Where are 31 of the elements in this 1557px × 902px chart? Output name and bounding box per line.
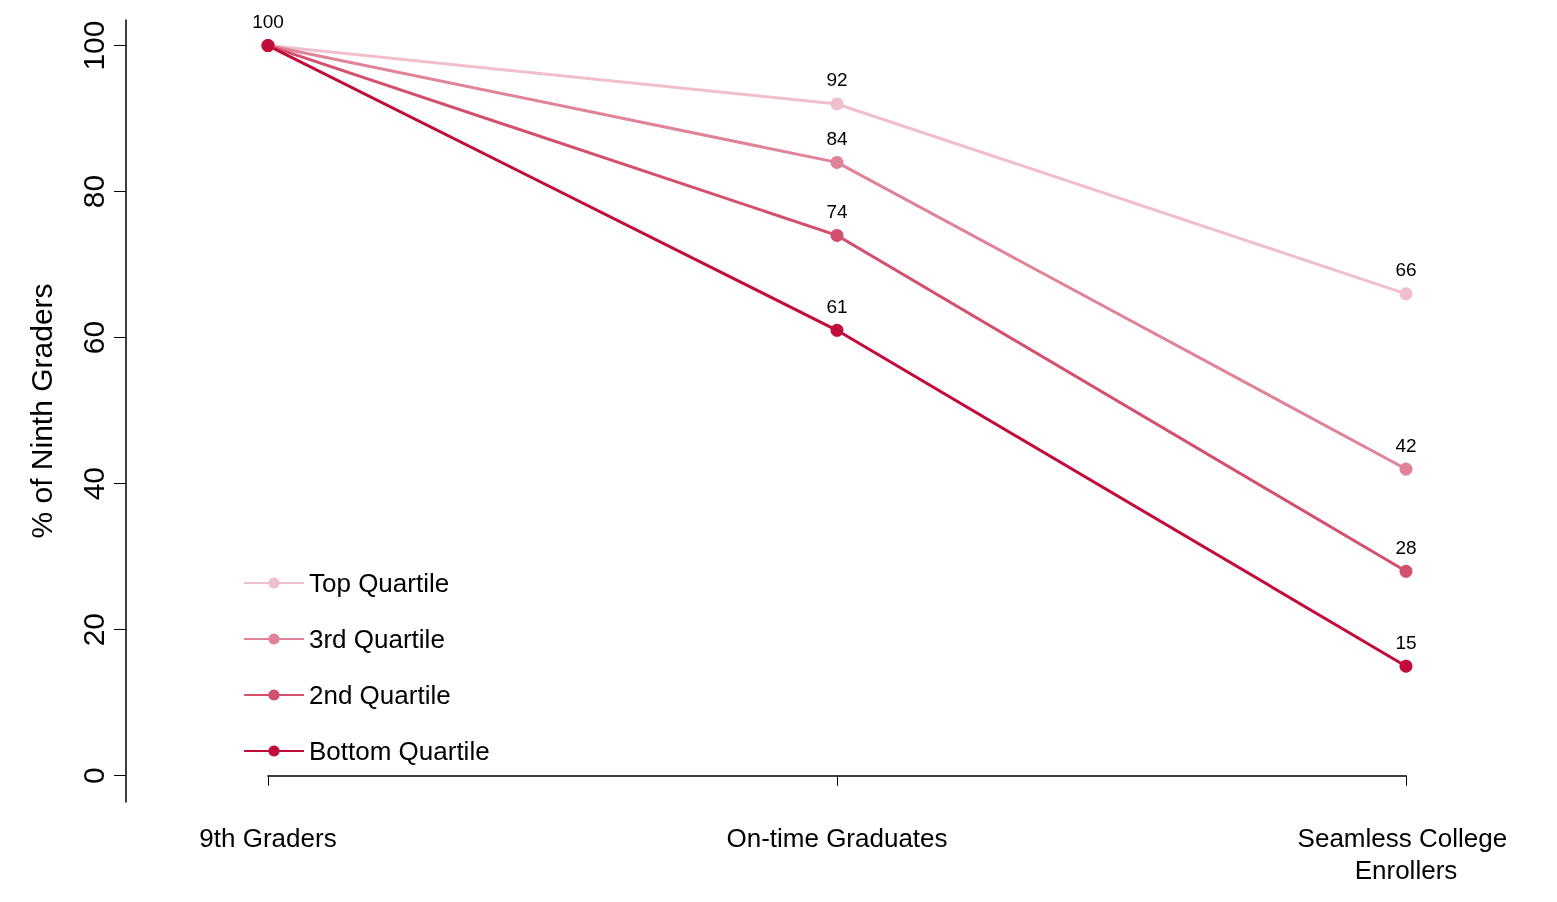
point <box>830 228 844 242</box>
data-label: 84 <box>826 127 848 149</box>
legend-label: 2nd Quartile <box>309 680 451 710</box>
data-label: 74 <box>826 200 848 222</box>
point <box>830 323 844 337</box>
point <box>830 155 844 169</box>
legend-label: Bottom Quartile <box>309 736 490 766</box>
legend-label: Top Quartile <box>309 568 450 598</box>
data-label: 42 <box>1395 434 1417 456</box>
point <box>1399 287 1413 301</box>
point <box>830 97 844 111</box>
data-label: 66 <box>1395 259 1417 281</box>
y-tick-label: 20 <box>76 612 110 647</box>
y-tick-label: 0 <box>76 767 110 785</box>
point <box>1399 659 1413 673</box>
x-tick-label: Seamless College Enrollers <box>1297 823 1515 885</box>
data-label: 92 <box>826 69 848 91</box>
y-tick-label: 100 <box>76 20 110 71</box>
data-label: 15 <box>1395 631 1417 653</box>
x-tick-label: On-time Graduates <box>726 823 948 853</box>
data-label: 28 <box>1395 536 1417 558</box>
x-tick-label: 9th Graders <box>199 823 337 853</box>
y-axis-title: % of Ninth Graders <box>24 283 58 539</box>
point <box>1399 564 1413 578</box>
legend-label: 3rd Quartile <box>309 624 445 654</box>
data-label: 100 <box>252 11 284 33</box>
data-label: 61 <box>826 295 848 317</box>
y-tick-label: 60 <box>76 320 110 355</box>
point <box>1399 462 1413 476</box>
y-tick-label: 40 <box>76 466 110 501</box>
y-tick-label: 80 <box>76 174 110 209</box>
